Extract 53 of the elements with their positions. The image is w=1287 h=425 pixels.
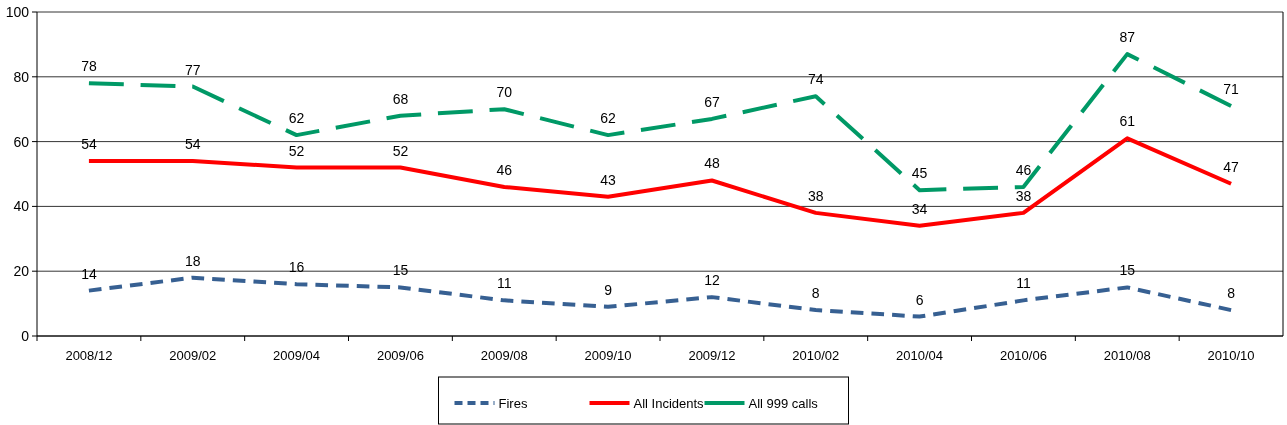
legend-label: All Incidents [633, 396, 705, 411]
data-label: 62 [288, 110, 305, 127]
data-label: 15 [1119, 262, 1136, 279]
x-tick-label: 2009/02 [169, 348, 217, 363]
data-label: 12 [704, 272, 720, 289]
data-label: 38 [1015, 187, 1032, 204]
data-label: 78 [81, 58, 97, 75]
data-label: 52 [392, 142, 409, 159]
y-tick-label: 40 [13, 198, 30, 215]
data-label: 8 [1227, 285, 1236, 302]
data-label: 87 [1119, 29, 1136, 46]
data-label: 46 [496, 161, 513, 178]
data-label: 11 [1016, 275, 1031, 292]
data-label: 43 [600, 171, 617, 188]
data-label: 52 [288, 142, 305, 159]
data-label: 11 [496, 275, 512, 292]
data-label: 38 [807, 187, 824, 204]
x-tick-label: 2008/12 [65, 348, 113, 363]
x-tick-label: 2010/02 [792, 348, 840, 363]
legend-label: All 999 calls [748, 396, 819, 411]
data-label: 77 [184, 61, 201, 78]
x-tick-label: 2010/06 [999, 348, 1047, 363]
data-label: 62 [600, 110, 617, 127]
data-label: 6 [915, 291, 924, 308]
data-label: 8 [811, 285, 820, 302]
y-tick-label: 20 [13, 263, 30, 280]
data-label: 9 [604, 281, 613, 298]
data-label: 15 [392, 262, 409, 279]
y-tick-label: 100 [5, 4, 30, 20]
data-label: 61 [1119, 113, 1136, 130]
data-label: 45 [911, 165, 928, 182]
x-tick-label: 2009/04 [273, 348, 321, 363]
data-label: 70 [496, 84, 513, 101]
y-tick-label: 80 [13, 68, 30, 85]
x-tick-label: 2010/08 [1103, 348, 1151, 363]
data-label: 68 [392, 90, 409, 107]
data-label: 16 [288, 259, 305, 276]
data-label: 14 [81, 265, 97, 282]
data-label: 71 [1223, 80, 1240, 97]
data-label: 67 [704, 93, 720, 110]
x-tick-label: 2009/12 [688, 348, 736, 363]
x-tick-label: 2009/10 [584, 348, 632, 363]
y-tick-label: 60 [13, 133, 30, 150]
data-label: 48 [704, 155, 720, 172]
x-tick-label: 2010/10 [1207, 348, 1255, 363]
data-label: 46 [1015, 161, 1032, 178]
x-tick-label: 2009/08 [480, 348, 528, 363]
legend-label: Fires [498, 396, 528, 411]
data-label: 18 [184, 252, 201, 269]
x-tick-label: 2010/04 [896, 348, 944, 363]
y-tick-label: 0 [21, 328, 30, 344]
data-label: 47 [1223, 158, 1240, 175]
x-tick-label: 2009/06 [376, 348, 424, 363]
